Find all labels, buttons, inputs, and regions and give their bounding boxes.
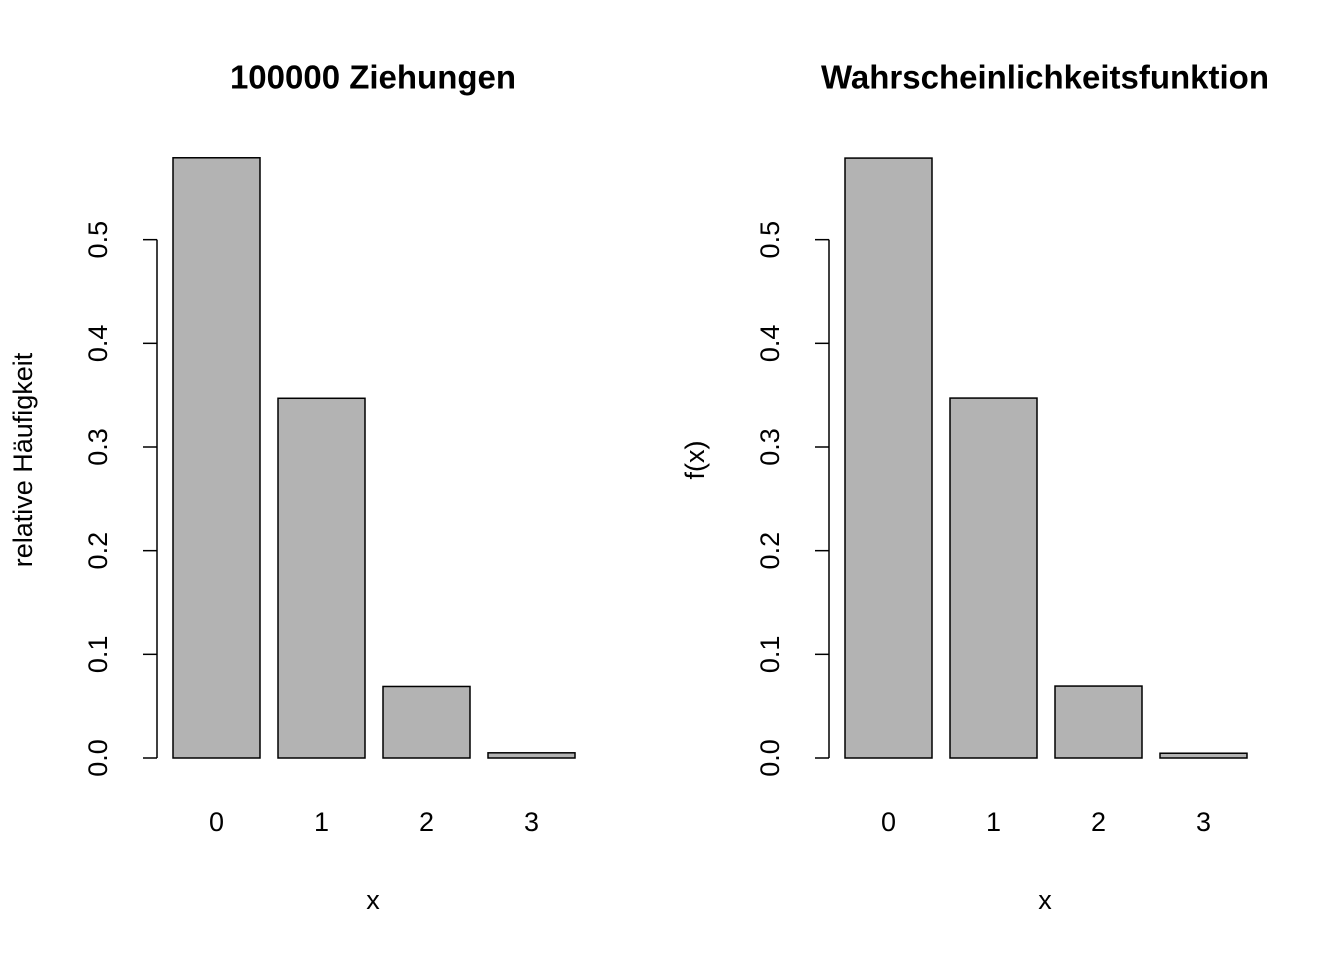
- x-tick-label: 1: [986, 807, 1001, 837]
- y-axis-label: relative Häufigkeit: [8, 352, 38, 567]
- y-tick-label: 0.0: [755, 739, 785, 777]
- y-tick-label: 0.5: [755, 221, 785, 259]
- chart-title: 100000 Ziehungen: [230, 59, 516, 96]
- y-tick-label: 0.4: [83, 325, 113, 363]
- x-tick-label: 0: [209, 807, 224, 837]
- y-tick-label: 0.2: [755, 532, 785, 570]
- bar: [172, 157, 261, 759]
- y-tick-label: 0.4: [755, 325, 785, 363]
- x-tick-label: 3: [524, 807, 539, 837]
- y-tick-label: 0.3: [83, 428, 113, 466]
- bar: [487, 752, 576, 759]
- x-tick-label: 3: [1196, 807, 1211, 837]
- y-tick-label: 0.5: [83, 221, 113, 259]
- y-axis-label: f(x): [680, 441, 710, 480]
- y-tick-label: 0.1: [755, 636, 785, 674]
- y-tick-label: 0.2: [83, 532, 113, 570]
- bar: [949, 397, 1038, 759]
- bar: [1054, 685, 1143, 759]
- bar: [844, 157, 933, 759]
- x-tick-label: 2: [419, 807, 434, 837]
- y-tick-label: 0.3: [755, 428, 785, 466]
- x-tick-label: 1: [314, 807, 329, 837]
- chart-title: Wahrscheinlichkeitsfunktion: [821, 59, 1269, 96]
- bar: [277, 397, 366, 759]
- x-tick-label: 2: [1091, 807, 1106, 837]
- y-tick-label: 0.1: [83, 636, 113, 674]
- x-tick-label: 0: [881, 807, 896, 837]
- x-axis-label: x: [366, 885, 380, 915]
- y-tick-label: 0.0: [83, 739, 113, 777]
- x-axis-label: x: [1038, 885, 1052, 915]
- bar: [1159, 752, 1248, 759]
- bar: [382, 685, 471, 759]
